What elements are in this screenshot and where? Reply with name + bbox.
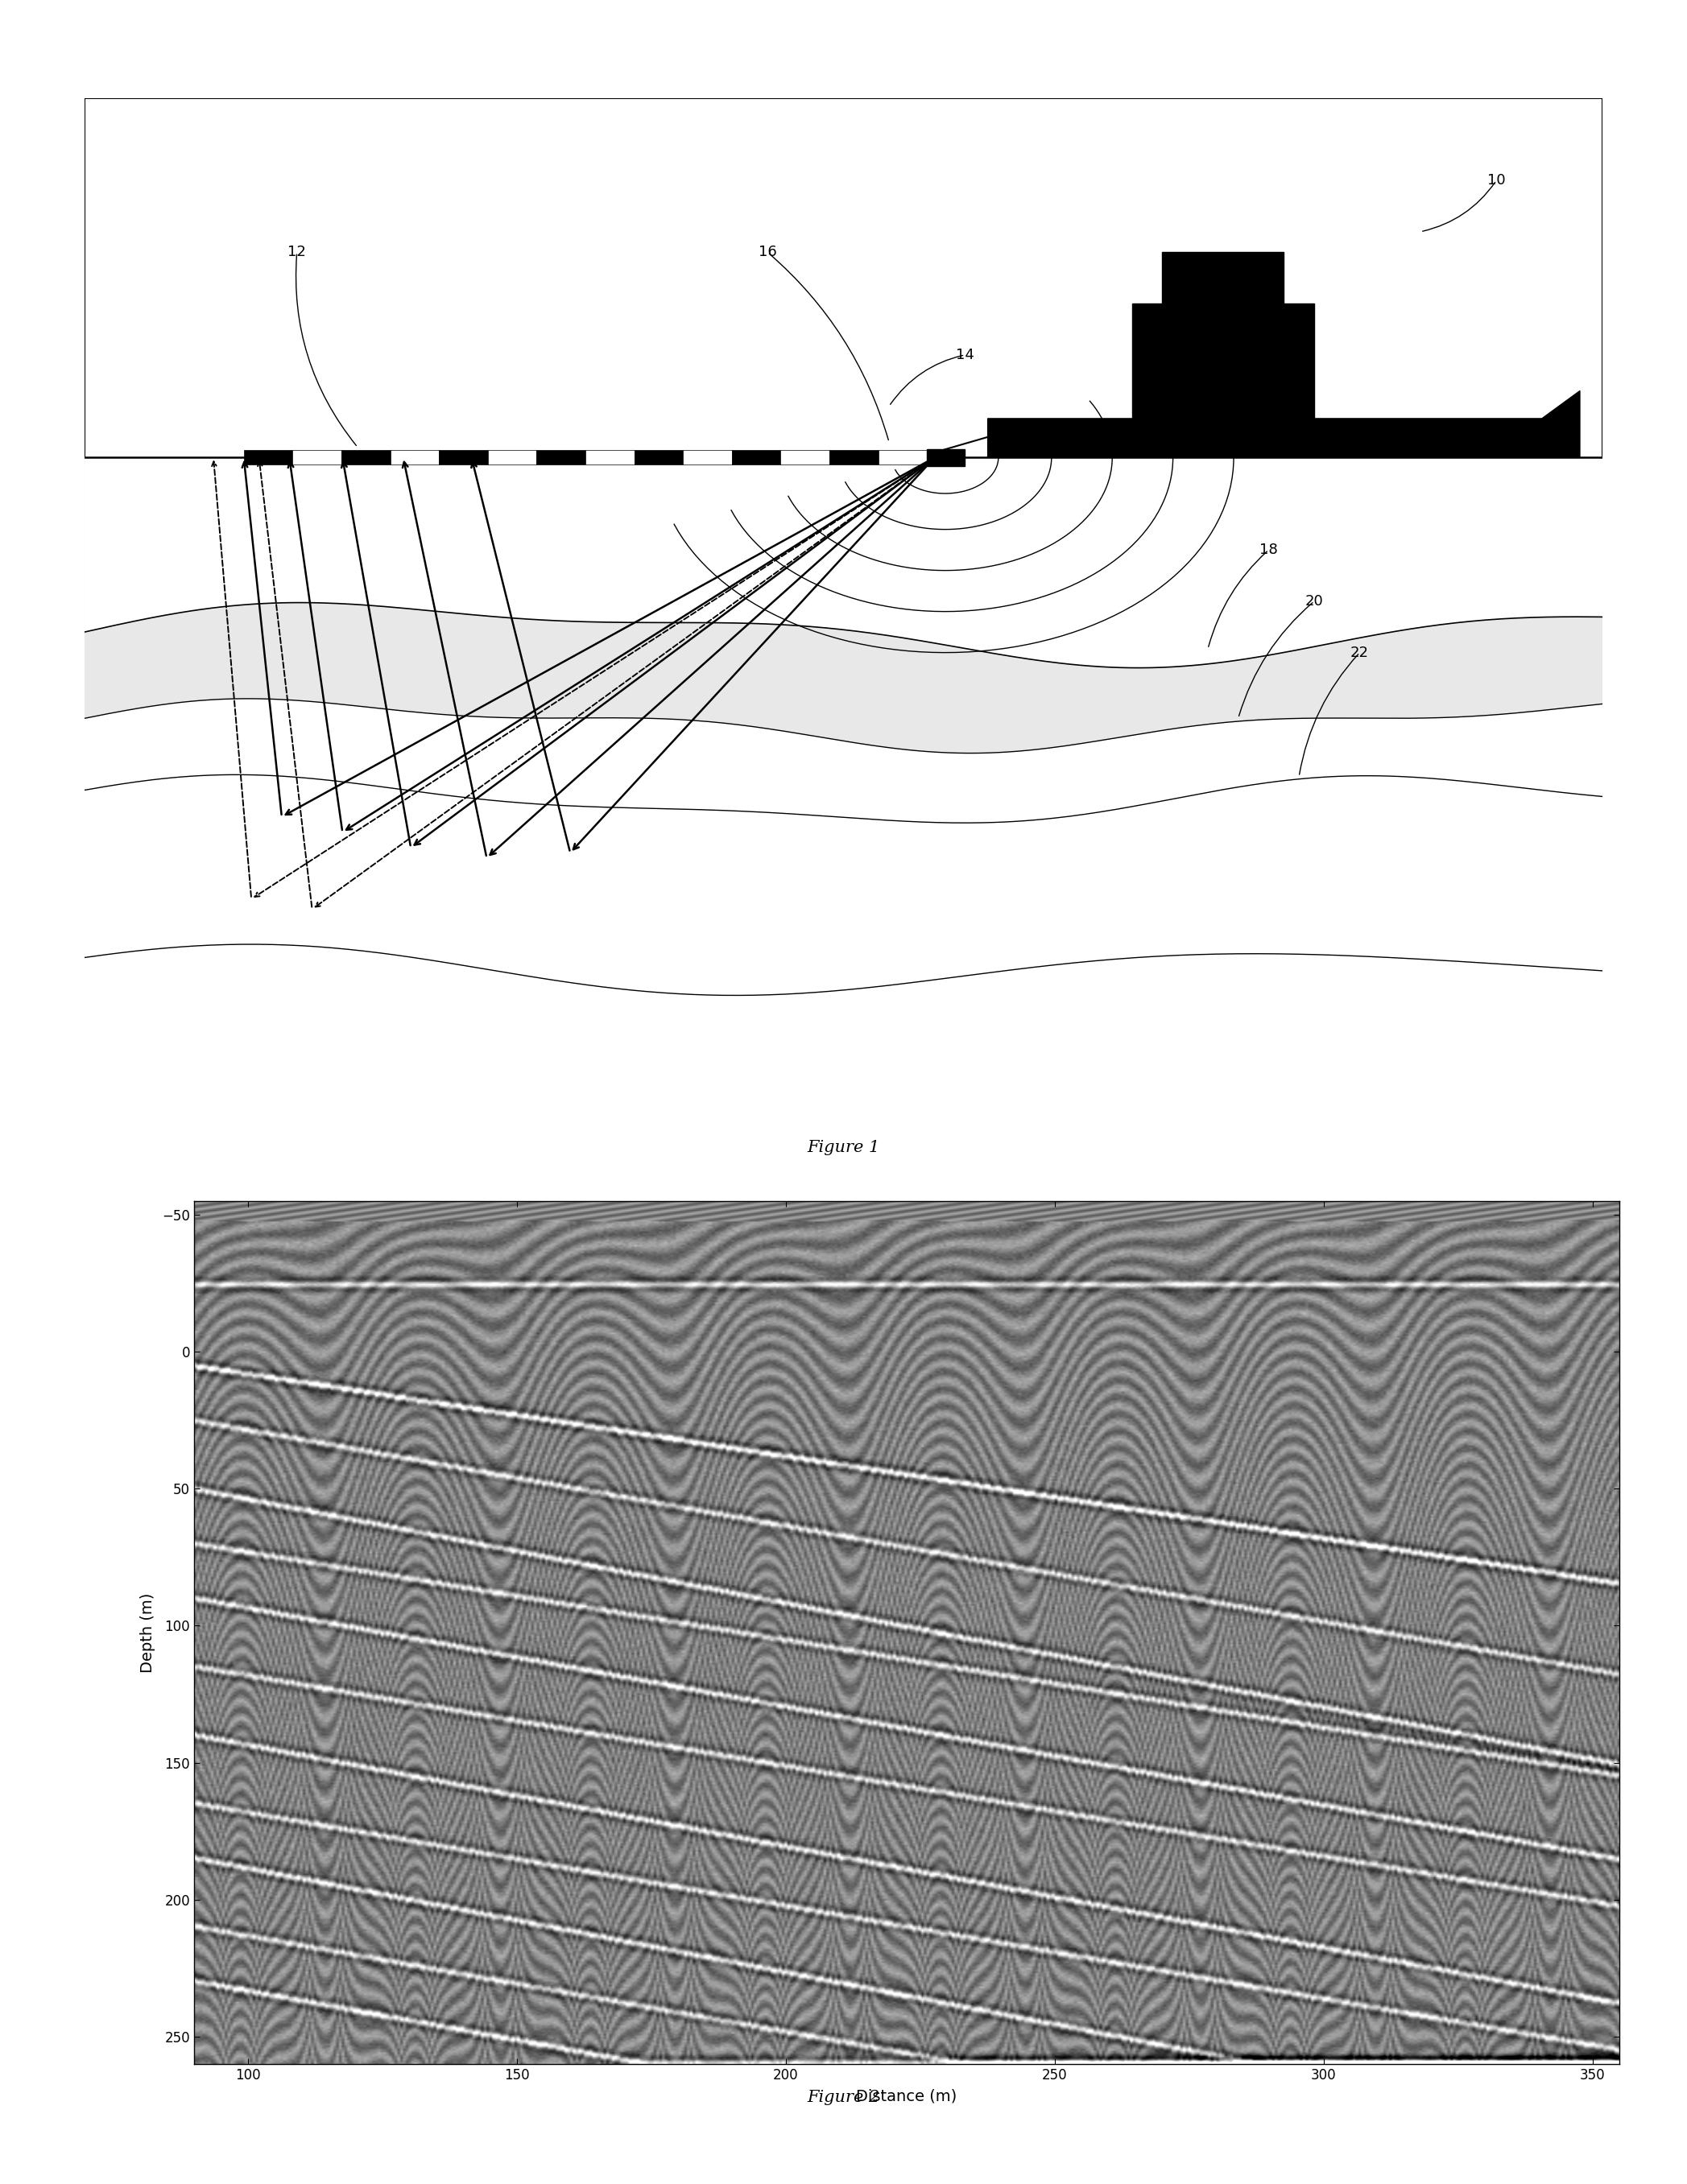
Polygon shape — [585, 450, 634, 465]
Polygon shape — [634, 450, 683, 465]
Text: 20: 20 — [1306, 594, 1323, 609]
Polygon shape — [84, 603, 1603, 753]
Polygon shape — [830, 450, 879, 465]
Polygon shape — [536, 450, 585, 465]
Text: 22: 22 — [1351, 644, 1368, 660]
Polygon shape — [879, 450, 928, 465]
X-axis label: Distance (m): Distance (m) — [857, 2088, 957, 2105]
Polygon shape — [390, 450, 439, 465]
Polygon shape — [989, 391, 1581, 456]
Polygon shape — [781, 450, 830, 465]
Text: Figure 2: Figure 2 — [806, 2090, 881, 2105]
Polygon shape — [84, 775, 1603, 996]
Polygon shape — [928, 450, 965, 465]
Polygon shape — [683, 450, 732, 465]
Polygon shape — [84, 943, 1603, 1125]
Polygon shape — [292, 450, 341, 465]
Text: 14: 14 — [957, 347, 973, 363]
Text: 16: 16 — [759, 245, 776, 260]
Polygon shape — [245, 450, 292, 465]
Text: 18: 18 — [1260, 542, 1277, 557]
Polygon shape — [1132, 304, 1314, 419]
Polygon shape — [341, 450, 390, 465]
Text: Figure 1: Figure 1 — [806, 1140, 881, 1155]
Text: 12: 12 — [288, 245, 305, 260]
Polygon shape — [439, 450, 488, 465]
Polygon shape — [84, 699, 1603, 823]
Polygon shape — [488, 450, 536, 465]
Polygon shape — [1162, 251, 1284, 304]
Y-axis label: Depth (m): Depth (m) — [140, 1592, 155, 1673]
Text: 10: 10 — [1488, 173, 1505, 188]
Polygon shape — [732, 450, 781, 465]
